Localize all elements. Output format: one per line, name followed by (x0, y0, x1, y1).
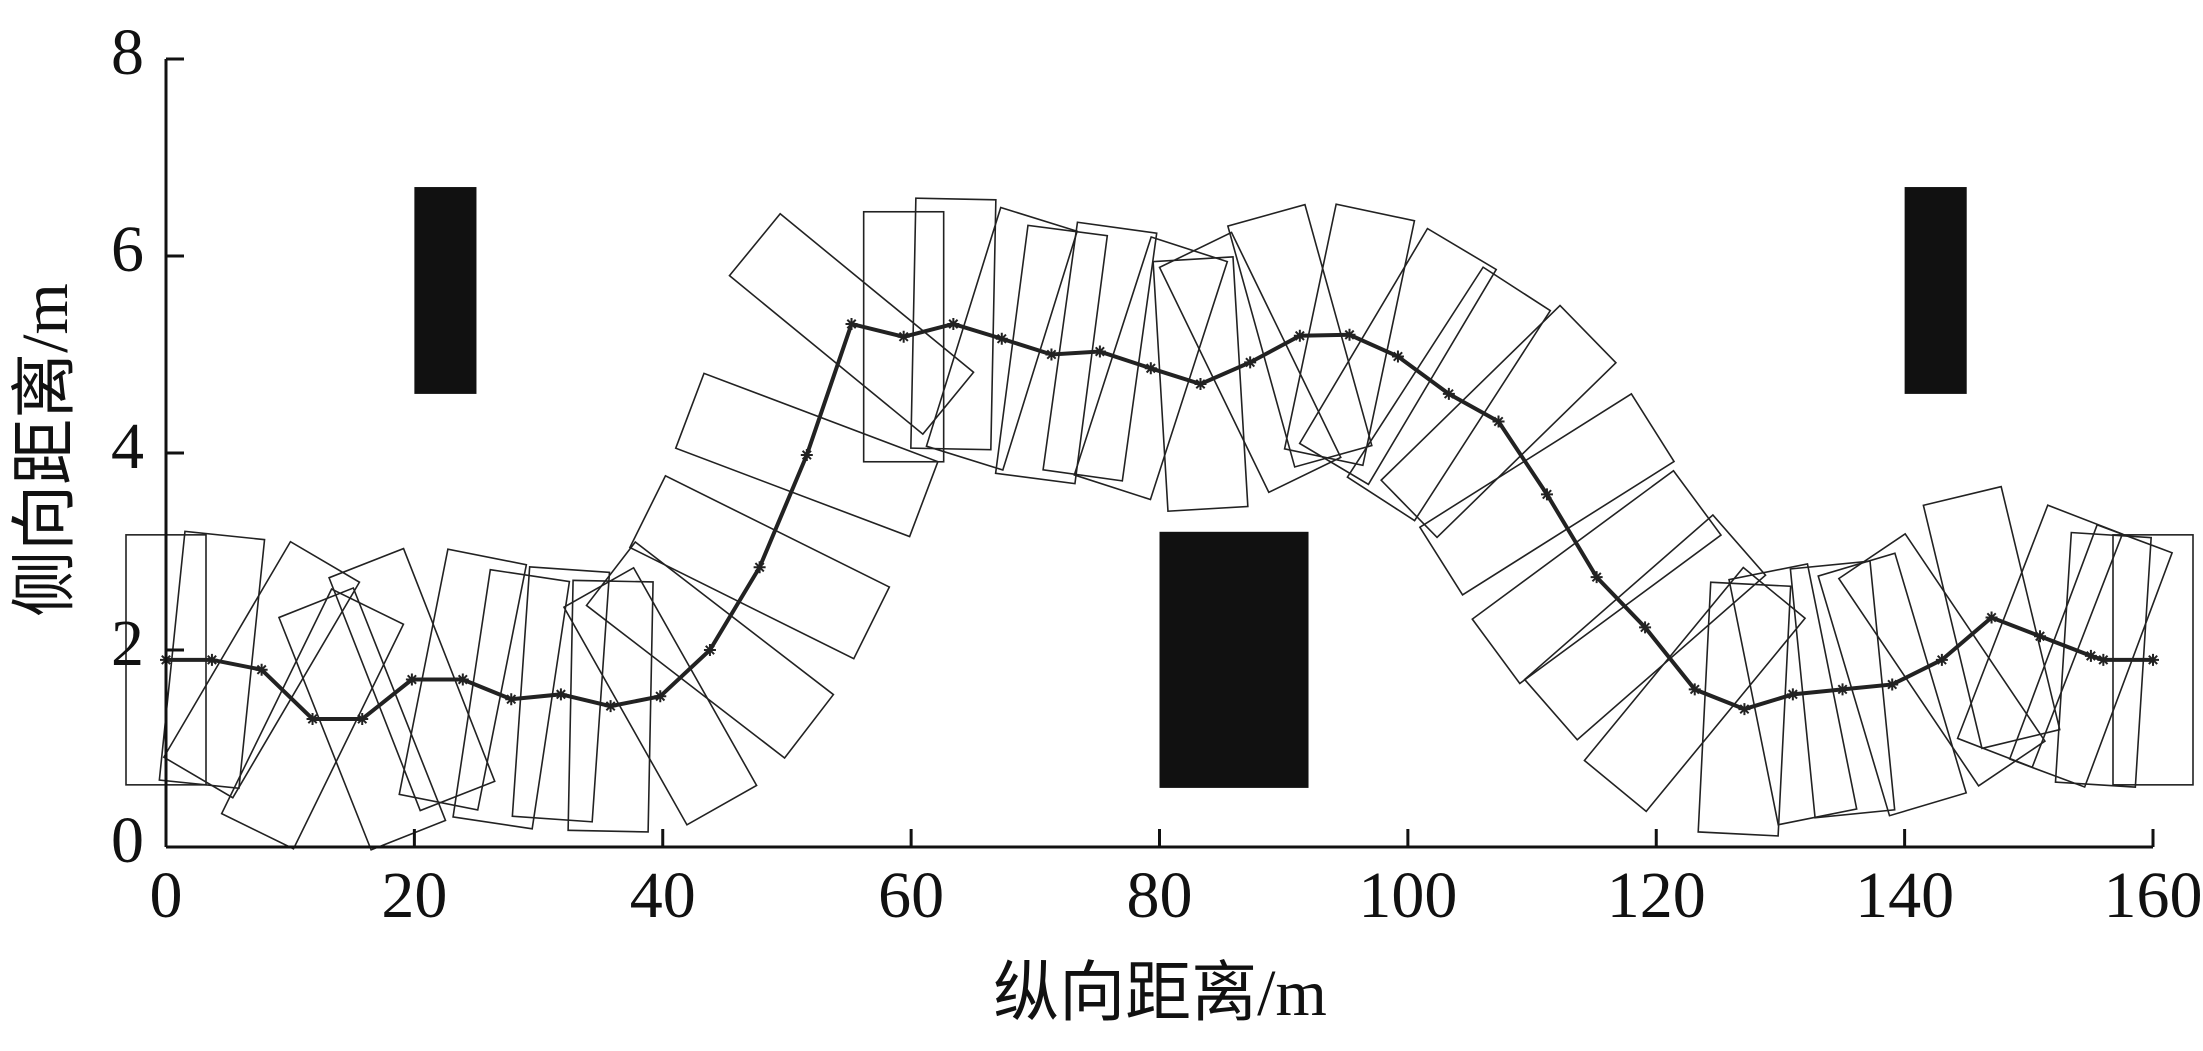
trajectory-marker (2097, 653, 2110, 666)
vehicle-footprint (910, 197, 997, 451)
trajectory-marker (1540, 488, 1553, 501)
trajectory-marker (1836, 683, 1849, 696)
trajectory-marker (2033, 630, 2046, 643)
trajectory-marker (356, 712, 369, 725)
vehicle-footprint (328, 547, 496, 812)
x-tick-label: 100 (1358, 859, 1457, 932)
x-tick-label: 0 (150, 859, 183, 932)
vehicle-footprint (1042, 221, 1158, 482)
x-tick-label: 140 (1855, 859, 1954, 932)
trajectory-marker (897, 330, 910, 343)
trajectory-marker (654, 690, 667, 703)
vehicle-footprint (585, 540, 835, 760)
y-tick-label: 2 (111, 607, 144, 680)
vehicle-footprint (1471, 469, 1723, 685)
y-axis-title: 侧向距离/m (9, 283, 82, 617)
trajectory-marker (1244, 356, 1257, 369)
x-tick-label: 80 (1127, 859, 1193, 932)
trajectory-marker (1590, 571, 1603, 584)
trajectory-marker (1886, 678, 1899, 691)
trajectory-marker (1442, 387, 1455, 400)
trajectory-marker (947, 317, 960, 330)
vehicle-footprint (511, 566, 611, 823)
vehicle-footprint (162, 540, 361, 799)
trajectory-marker (306, 712, 319, 725)
y-tick-label: 4 (111, 410, 144, 483)
trajectory-marker (1391, 350, 1404, 363)
vehicle-footprint (994, 224, 1109, 485)
trajectory-marker (405, 673, 418, 686)
trajectory-marker (1194, 378, 1207, 391)
vehicle-footprint (277, 586, 447, 851)
obstacle (1159, 531, 1309, 788)
vehicle-footprint (1346, 266, 1552, 522)
trajectory-marker (753, 561, 766, 574)
trajectory-marker (1688, 683, 1701, 696)
vehicle-footprint (862, 210, 945, 463)
trajectory-marker (1045, 348, 1058, 361)
vehicle-footprint (1817, 552, 1968, 817)
vehicle-footprint (562, 566, 758, 826)
vehicle-footprint (1226, 203, 1373, 468)
trajectory-marker (1639, 621, 1652, 634)
vehicle-footprint (1583, 566, 1807, 813)
vehicle-footprint (628, 474, 891, 660)
x-tick-label: 120 (1607, 859, 1706, 932)
vehicle-footprint (1380, 304, 1618, 539)
vehicle-footprint (728, 212, 975, 436)
vehicle-footprint (1152, 256, 1249, 513)
trajectory-marker (800, 448, 813, 461)
trajectory-marker (1738, 703, 1751, 716)
vehicle-footprint (1697, 581, 1792, 837)
x-tick-label: 40 (630, 859, 696, 932)
vehicle-footprint (220, 588, 405, 850)
x-tick-label: 20 (381, 859, 447, 932)
y-tick-label: 8 (111, 16, 144, 89)
trajectory-marker (604, 700, 617, 713)
trajectory-marker (995, 332, 1008, 345)
trajectory-marker (703, 644, 716, 656)
trajectory-marker (1144, 362, 1157, 375)
trajectory-marker (554, 688, 567, 701)
x-tick-label: 160 (2104, 859, 2203, 932)
vehicle-footprint (1298, 227, 1498, 486)
x-tick-label: 60 (878, 859, 944, 932)
x-axis-title: 纵向距离/m (993, 957, 1327, 1030)
vehicle-footprint (567, 579, 654, 833)
trajectory-marker (1293, 329, 1306, 342)
trajectory-marker (1786, 688, 1799, 701)
trajectory-marker (205, 653, 218, 666)
trajectory-marker (255, 663, 268, 676)
trajectory-marker (2084, 649, 2097, 662)
vehicle-footprint (1922, 485, 2061, 750)
trajectory-marker (1343, 328, 1356, 341)
trajectory-marker (456, 673, 469, 686)
y-tick-label: 6 (111, 213, 144, 286)
obstacle (1904, 187, 1967, 394)
trajectory-marker (1492, 415, 1505, 428)
vehicle-footprint (158, 530, 266, 790)
trajectory-marker (1935, 653, 1948, 666)
trajectory-marker (505, 693, 518, 706)
trajectory-marker (1985, 611, 1998, 624)
trajectory-marker (845, 317, 858, 330)
vehicle-footprint (398, 548, 528, 811)
trajectory-marker (1093, 345, 1106, 358)
y-tick-label: 0 (111, 804, 144, 877)
vehicle-footprint (1837, 532, 2047, 787)
trajectory-line (166, 321, 2153, 721)
trajectory-marker (2147, 653, 2159, 666)
obstacle (414, 187, 477, 394)
vehicle-footprint (2054, 531, 2153, 788)
